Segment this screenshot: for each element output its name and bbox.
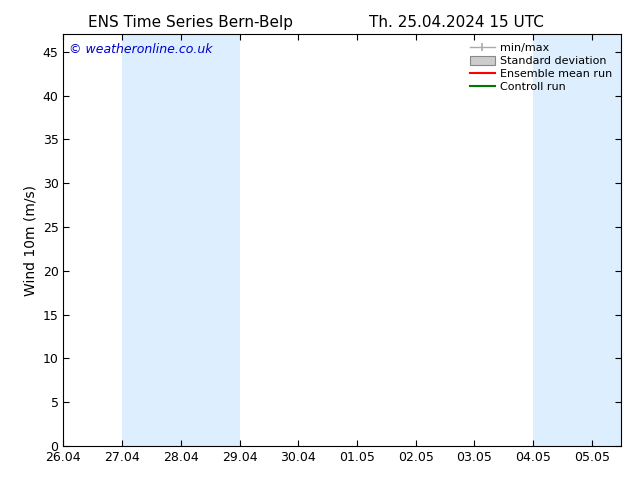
Legend: min/max, Standard deviation, Ensemble mean run, Controll run: min/max, Standard deviation, Ensemble me…: [467, 40, 616, 95]
Bar: [533, 34, 621, 446]
Bar: [122, 34, 240, 446]
Text: ENS Time Series Bern-Belp: ENS Time Series Bern-Belp: [87, 15, 293, 30]
Text: © weatheronline.co.uk: © weatheronline.co.uk: [69, 43, 212, 55]
Text: Th. 25.04.2024 15 UTC: Th. 25.04.2024 15 UTC: [369, 15, 544, 30]
Y-axis label: Wind 10m (m/s): Wind 10m (m/s): [23, 185, 37, 295]
